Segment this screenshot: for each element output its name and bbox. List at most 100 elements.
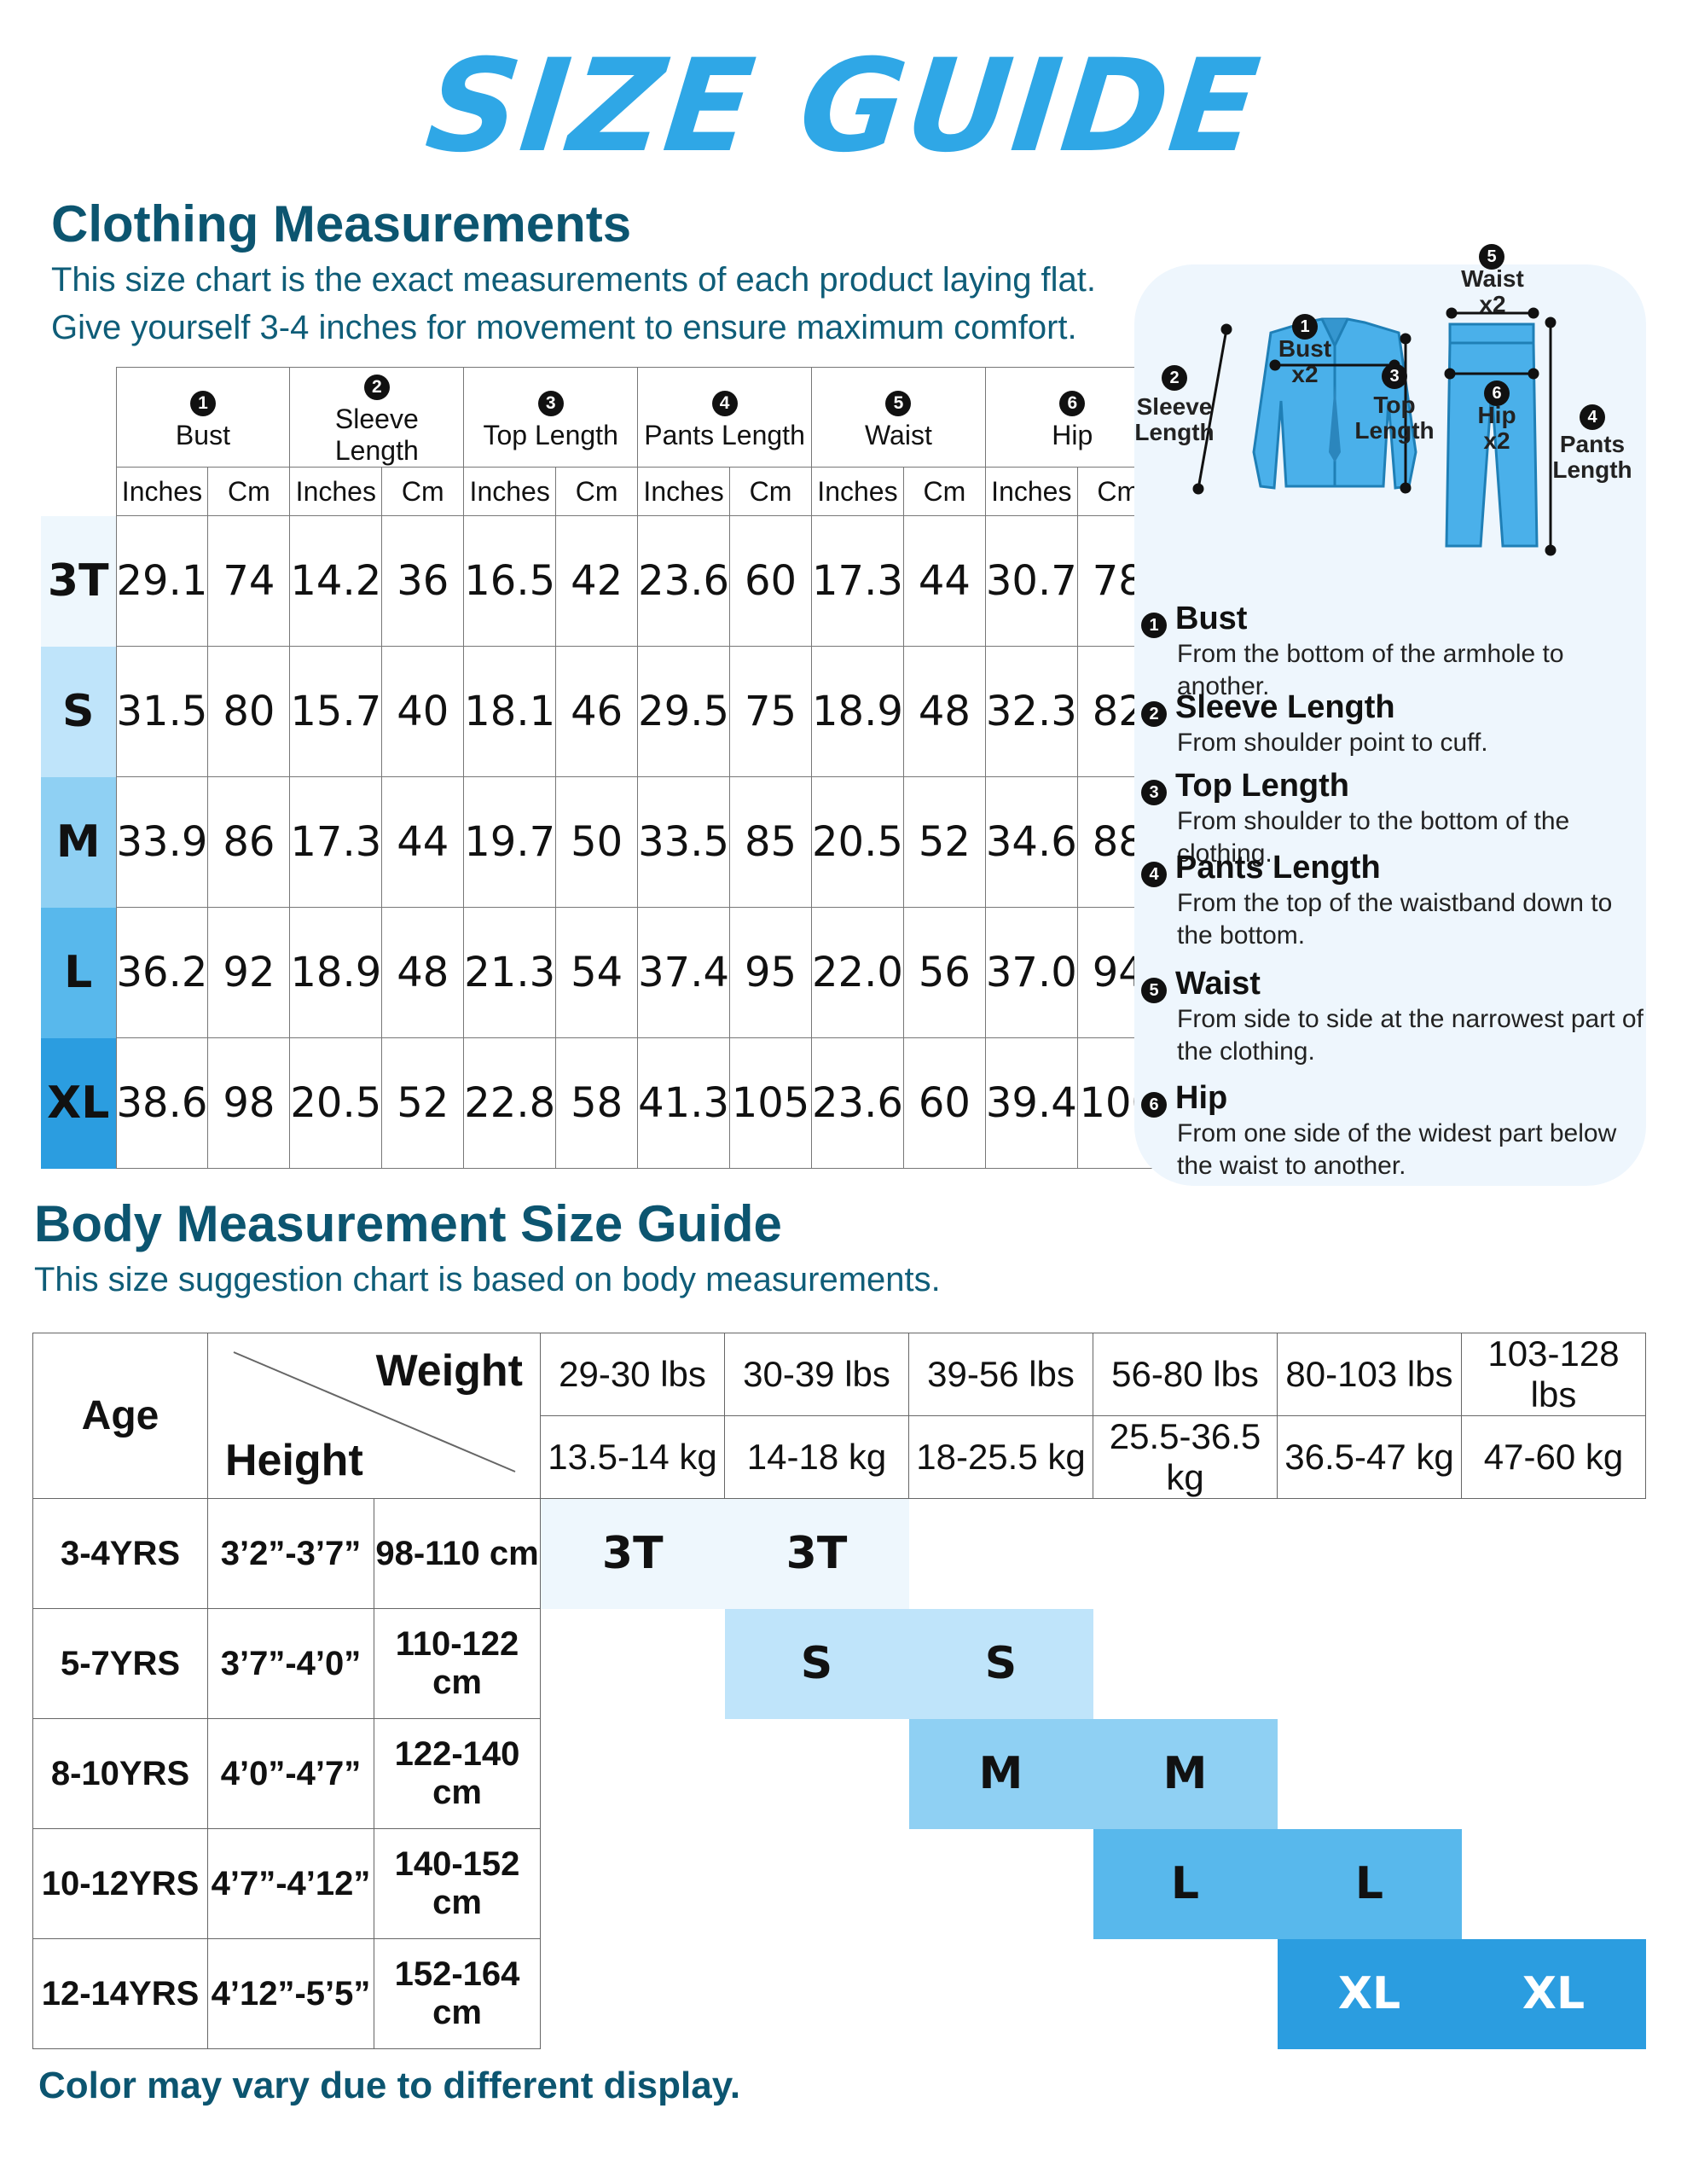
measurement-value: 48: [902, 646, 986, 777]
unit-inches: Inches: [289, 467, 383, 516]
measurement-value: 29.5: [637, 646, 730, 777]
measurement-value: 33.9: [115, 776, 209, 908]
measurement-value: 44: [381, 776, 465, 908]
empty-cell: [725, 1829, 909, 1939]
bust-number: 1: [1288, 314, 1322, 340]
corner-cell: [41, 468, 116, 516]
measurement-value: 95: [729, 907, 812, 1038]
definition-text: From shoulder point to cuff.: [1177, 728, 1488, 757]
clothing-row: S 31.5 80 15.7 40 18.1 46 29.5 75 18.9 48 32.3 82: [41, 646, 1160, 777]
measurement-value: 22.8: [463, 1037, 557, 1169]
size-label: XL: [41, 1037, 116, 1169]
age-cell: 5-7YRS: [32, 1608, 208, 1719]
measurement-value: 23.6: [811, 1037, 904, 1169]
age-cell: 8-10YRS: [32, 1718, 208, 1829]
empty-cell: [541, 1719, 725, 1829]
weight-lbs-header: 29-30 lbs: [540, 1333, 725, 1416]
page-title: SIZE GUIDE: [420, 32, 1267, 181]
unit-inches: Inches: [984, 467, 1078, 516]
weight-kg-header: 25.5-36.5 kg: [1093, 1415, 1278, 1499]
measurement-value: 58: [555, 1037, 639, 1169]
number-badge: 4: [1141, 861, 1167, 887]
size-recommendation: L: [1093, 1828, 1278, 1939]
measurement-value: 17.3: [289, 776, 383, 908]
column-label: Waist: [865, 419, 932, 450]
empty-cell: [541, 1829, 725, 1939]
weight-height-header: Weight Height: [207, 1333, 541, 1499]
height-cm-cell: 140-152 cm: [374, 1828, 541, 1939]
measurement-value: 41.3: [637, 1037, 730, 1169]
pants-number: 4: [1580, 404, 1605, 430]
measurement-value: 36.2: [115, 907, 209, 1038]
weight-kg-header: 14-18 kg: [724, 1415, 909, 1499]
number-badge: 6: [1141, 1091, 1167, 1118]
unit-cm: Cm: [902, 467, 986, 516]
empty-cell: [909, 1939, 1093, 2049]
empty-cell: [725, 1719, 909, 1829]
measurement-value: 86: [207, 776, 291, 908]
measurement-value: 54: [555, 907, 639, 1038]
age-header: Age: [32, 1333, 208, 1499]
empty-cell: [1462, 1719, 1646, 1829]
body-row: 12-14YRS 4’12”-5’5” 152-164 cm XL XL: [32, 1938, 1646, 2049]
pants-diagram-label: Pants Length: [1552, 431, 1632, 483]
number-badge: 3: [537, 390, 564, 416]
measurement-value: 15.7: [289, 646, 383, 777]
clothing-row: M 33.9 86 17.3 44 19.7 50 33.5 85 20.5 52 34.6 88: [41, 776, 1160, 908]
top-number: 3: [1382, 363, 1407, 389]
unit-cm: Cm: [555, 467, 639, 516]
number-badge: 5: [1141, 977, 1167, 1003]
empty-cell: [909, 1499, 1093, 1609]
size-label: 3T: [41, 515, 116, 647]
measurement-value: 33.5: [637, 776, 730, 908]
empty-cell: [1462, 1499, 1646, 1609]
size-label: M: [41, 776, 116, 908]
measurement-value: 30.7: [984, 515, 1078, 647]
measurement-value: 18.9: [811, 646, 904, 777]
size-recommendation: S: [724, 1608, 909, 1719]
unit-inches: Inches: [637, 467, 730, 516]
column-header-waist: 5 Waist: [811, 367, 986, 468]
measurement-value: 29.1: [115, 515, 209, 647]
definition-pants-length: 4 Pants Length From the top of the waistba…: [1141, 850, 1653, 952]
measurement-value: 40: [381, 646, 465, 777]
height-cm-cell: 110-122 cm: [374, 1608, 541, 1719]
clothing-header-row: 1 Bust 2 Sleeve Length 3 Top Length 4 Pants Len…: [41, 367, 1160, 468]
measurement-value: 22.0: [811, 907, 904, 1038]
diagonal-divider: [233, 1351, 516, 1472]
weight-lbs-header: 30-39 lbs: [724, 1333, 909, 1416]
measurement-value: 74: [207, 515, 291, 647]
measurement-value: 42: [555, 515, 639, 647]
measurement-value: 23.6: [637, 515, 730, 647]
height-ft-cell: 4’12”-5’5”: [207, 1938, 374, 2049]
number-badge: 4: [711, 390, 738, 416]
height-ft-cell: 4’0”-4’7”: [207, 1718, 374, 1829]
jacket-icon: [1252, 317, 1417, 490]
number-badge: 3: [1141, 779, 1167, 805]
number-badge: 2: [363, 375, 390, 400]
weight-lbs-header: 39-56 lbs: [908, 1333, 1093, 1416]
measurement-value: 18.1: [463, 646, 557, 777]
measurement-value: 85: [729, 776, 812, 908]
unit-cm: Cm: [207, 467, 291, 516]
empty-cell: [1462, 1829, 1646, 1939]
height-ft-cell: 4’7”-4’12”: [207, 1828, 374, 1939]
clothing-row: XL 38.6 98 20.5 52 22.8 58 41.3 105 23.6 60 39.4 100: [41, 1037, 1160, 1169]
measurement-value: 39.4: [984, 1037, 1078, 1169]
measurement-value: 60: [729, 515, 812, 647]
empty-cell: [909, 1829, 1093, 1939]
column-label: Hip: [1052, 419, 1093, 450]
column-label: Pants Length: [644, 419, 805, 450]
age-cell: 10-12YRS: [32, 1828, 208, 1939]
column-label: Bust: [175, 419, 230, 450]
top-diagram-label: Top Length: [1354, 392, 1435, 444]
measurement-value: 32.3: [984, 646, 1078, 777]
definition-text: From shoulder to the bottom of the cloth…: [1177, 806, 1570, 868]
size-recommendation: L: [1277, 1828, 1462, 1939]
measurement-value: 16.5: [463, 515, 557, 647]
measurement-value: 21.3: [463, 907, 557, 1038]
measurement-value: 50: [555, 776, 639, 908]
body-subtitle: This size suggestion chart is based on b…: [34, 1261, 941, 1298]
definition-bust: 1 Bust From the bottom of the armhole to a…: [1141, 601, 1653, 703]
measurement-value: 34.6: [984, 776, 1078, 908]
